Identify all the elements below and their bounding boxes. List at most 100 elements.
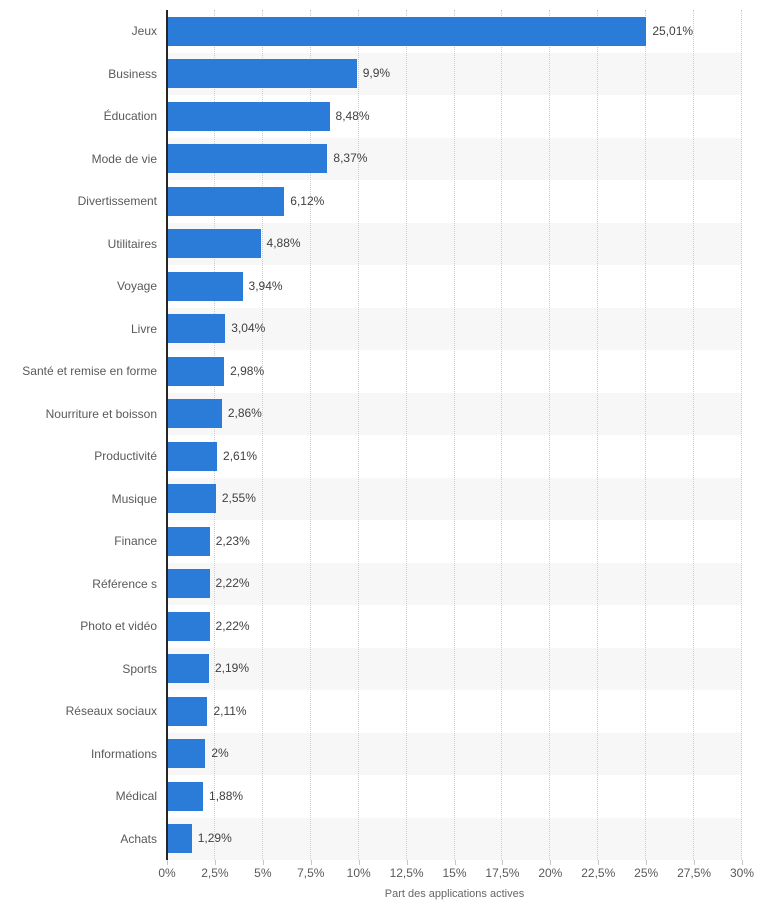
- category-label: Éducation: [103, 109, 157, 123]
- x-axis-tick-label: 2,5%: [201, 866, 229, 880]
- x-axis-tick: [502, 860, 504, 865]
- bar[interactable]: [167, 696, 208, 726]
- gridline: [741, 10, 742, 860]
- x-axis-tick-label: 5%: [254, 866, 272, 880]
- value-label: 2%: [211, 746, 229, 761]
- bar[interactable]: [167, 569, 210, 599]
- category-label: Nourriture et boisson: [45, 406, 157, 421]
- x-axis-tick: [214, 860, 216, 865]
- category-label: Informations: [90, 746, 157, 761]
- category-label: Référence s: [92, 576, 157, 591]
- x-axis-tick: [262, 860, 264, 865]
- gridline: [693, 10, 695, 860]
- value-label: 1,29%: [197, 831, 232, 846]
- gridline: [645, 10, 647, 860]
- category-label: Mode de vie: [91, 151, 157, 166]
- category-label: Utilitaires: [107, 236, 157, 251]
- gridline: [213, 10, 215, 860]
- x-axis-tick-label: 0%: [158, 866, 176, 880]
- category-label: Réseaux sociaux: [65, 704, 157, 718]
- row-band: [167, 647, 742, 690]
- value-label: 2,19%: [214, 661, 249, 676]
- x-axis-tick-label: 7,5%: [297, 866, 325, 880]
- x-axis-tick-label: 20%: [538, 866, 563, 880]
- bar[interactable]: [167, 314, 226, 344]
- bar[interactable]: [167, 739, 206, 769]
- bar[interactable]: [167, 271, 243, 301]
- category-label: Médical: [115, 789, 157, 803]
- value-label: 8,48%: [335, 108, 370, 123]
- value-label: 8,37%: [333, 151, 368, 166]
- value-label: 25,01%: [652, 23, 694, 38]
- x-axis-tick-label: 10%: [346, 866, 371, 880]
- bar[interactable]: [167, 229, 261, 259]
- value-label: 9,9%: [362, 66, 391, 81]
- bar[interactable]: [167, 441, 218, 471]
- category-label: Livre: [130, 321, 157, 336]
- category-label: Voyage: [116, 279, 157, 293]
- x-axis-tick-label: 15%: [442, 866, 467, 880]
- y-axis-line: [166, 10, 168, 860]
- x-axis-tick: [742, 860, 743, 865]
- plot-area: 25,01% 9,9% 8,48% 8,37% 6,12% 4,88% 3,94% 3,04%…: [167, 10, 742, 860]
- bar[interactable]: [167, 526, 210, 556]
- bar[interactable]: [167, 186, 285, 216]
- x-axis-tick: [454, 860, 456, 865]
- x-axis-tick-label: 17,5%: [485, 866, 520, 880]
- bar[interactable]: [167, 144, 328, 174]
- x-axis-tick: [406, 860, 408, 865]
- category-label: Finance: [114, 534, 157, 548]
- bar[interactable]: [167, 611, 210, 641]
- bar[interactable]: [167, 399, 222, 429]
- x-axis-tick: [358, 860, 360, 865]
- bar[interactable]: [167, 101, 330, 131]
- gridline: [501, 10, 503, 860]
- bar[interactable]: [167, 16, 647, 46]
- gridline: [357, 10, 359, 860]
- value-label: 2,22%: [215, 576, 250, 591]
- row-band: [167, 307, 742, 350]
- row-band: [167, 817, 742, 860]
- gridline: [309, 10, 311, 860]
- category-label: Business: [108, 66, 157, 81]
- category-label: Divertissement: [77, 194, 157, 208]
- bar[interactable]: [167, 59, 357, 89]
- bar[interactable]: [167, 484, 216, 514]
- row-band: [167, 392, 742, 435]
- gridline: [261, 10, 263, 860]
- category-label: Achats: [120, 831, 157, 846]
- x-axis-tick: [694, 860, 696, 865]
- row-band: [167, 562, 742, 605]
- x-axis-title: Part des applications actives: [384, 888, 525, 900]
- category-label: Musique: [111, 491, 157, 506]
- value-label: 1,88%: [209, 788, 244, 803]
- row-band: [167, 222, 742, 265]
- x-axis-tick-label: 12,5%: [389, 866, 424, 880]
- bar[interactable]: [167, 654, 209, 684]
- value-label: 2,98%: [230, 363, 265, 378]
- value-label: 2,55%: [221, 491, 256, 506]
- category-label: Sports: [122, 661, 157, 676]
- category-label: Productivité: [94, 449, 157, 463]
- x-axis-tick-label: 22,5%: [581, 866, 616, 880]
- gridline: [549, 10, 551, 860]
- value-label: 3,94%: [248, 278, 283, 293]
- value-label: 2,22%: [215, 618, 250, 633]
- value-label: 2,23%: [215, 533, 250, 548]
- value-label: 2,86%: [227, 406, 262, 421]
- row-band: [167, 732, 742, 775]
- gridline: [405, 10, 407, 860]
- x-axis-tick: [310, 860, 312, 865]
- category-label: Photo et vidéo: [80, 619, 157, 633]
- gridline: [453, 10, 455, 860]
- bar[interactable]: [167, 356, 225, 386]
- value-label: 2,11%: [213, 703, 247, 718]
- bar[interactable]: [167, 781, 204, 811]
- x-axis-tick-label: 25%: [634, 866, 659, 880]
- bar[interactable]: [167, 824, 192, 854]
- value-label: 4,88%: [266, 236, 301, 251]
- value-label: 3,04%: [231, 321, 266, 336]
- category-label: Santé et remise en forme: [22, 364, 157, 378]
- row-band: [167, 477, 742, 520]
- x-axis-tick-label: 30%: [729, 866, 755, 880]
